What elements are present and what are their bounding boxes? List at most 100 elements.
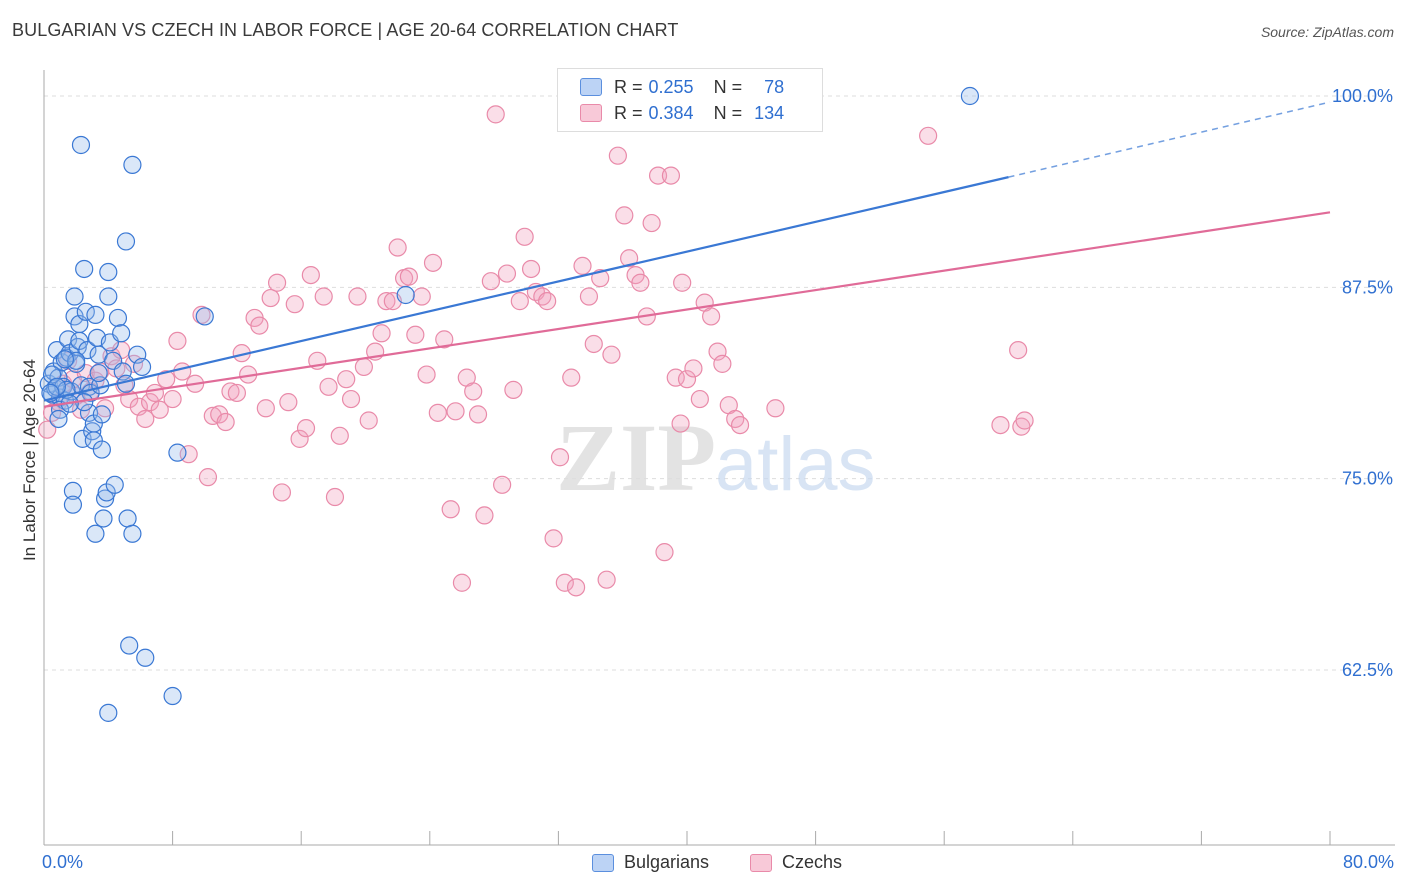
bulgarian-point <box>99 287 118 306</box>
czech-point <box>661 166 681 185</box>
czech-point <box>620 249 639 268</box>
czech-point <box>991 415 1010 435</box>
czech-point <box>38 420 57 439</box>
bulgarian-point <box>99 262 118 282</box>
czech-point <box>690 389 709 409</box>
czech-point <box>631 273 650 292</box>
bulgarian-point <box>99 703 118 722</box>
czech-point <box>481 272 500 291</box>
legend-label-bulgarians: Bulgarians <box>624 852 710 872</box>
czech-point <box>671 414 690 433</box>
czech-point <box>521 259 541 279</box>
czech-point <box>584 334 603 354</box>
czech-point <box>597 570 616 589</box>
y-tick-label: 75.0% <box>1342 469 1393 489</box>
y-tick-label: 62.5% <box>1342 660 1393 680</box>
bulgarian-point <box>168 443 187 462</box>
czech-point <box>377 292 396 311</box>
bulgarian-point <box>396 285 415 305</box>
bulgarian-point <box>78 340 97 360</box>
czech-point <box>168 331 187 351</box>
czech-point <box>648 166 668 185</box>
czech-point <box>673 273 692 292</box>
czech-point <box>423 253 443 272</box>
bulgarian-point <box>108 308 128 328</box>
bulgarians-legend-swatch <box>592 853 614 872</box>
source-label: Source: ZipAtlas.com <box>1260 24 1394 40</box>
bulgarian-point <box>89 363 108 383</box>
r-value: 0.255 <box>648 76 694 97</box>
czech-point <box>730 415 750 435</box>
czech-point <box>486 105 505 124</box>
czech-point <box>348 287 367 306</box>
czech-point <box>550 448 570 467</box>
czech-point <box>684 359 703 378</box>
czechs-trend-line <box>43 211 1331 408</box>
czech-point <box>354 357 373 377</box>
watermark-zip: ZIP <box>556 404 716 511</box>
axes <box>43 70 1395 846</box>
czech-point <box>319 377 338 396</box>
czech-point <box>337 370 356 389</box>
czech-point <box>136 409 155 429</box>
czech-point <box>591 269 610 288</box>
czech-point <box>452 573 472 592</box>
legend-item-bulgarians: Bulgarians <box>592 852 709 873</box>
legend-label-czechs: Czechs <box>782 852 843 872</box>
czech-point <box>388 238 407 257</box>
bulgarian-point <box>112 324 131 343</box>
bulgarian-point <box>195 307 214 326</box>
czech-point <box>464 382 483 401</box>
bulgarian-point <box>49 409 68 429</box>
czech-point <box>417 365 436 384</box>
czech-point <box>497 264 517 283</box>
series-legend: Bulgarians Czechs <box>0 852 1406 878</box>
czech-point <box>406 325 425 344</box>
bulgarian-point <box>120 636 139 655</box>
czech-point <box>341 389 361 409</box>
r-label: R = <box>614 102 643 123</box>
czech-point <box>642 213 661 233</box>
n-label: N = <box>713 76 743 97</box>
y-tick-labels: 62.5% 75.0% 87.5% 100.0% <box>1332 86 1393 680</box>
czech-point <box>602 345 621 364</box>
legend-item-czechs: Czechs <box>750 852 842 873</box>
czech-point <box>428 403 447 422</box>
n-value: 134 <box>754 102 785 123</box>
czech-point <box>555 573 574 592</box>
czech-point <box>256 399 275 418</box>
czech-point <box>145 383 165 403</box>
trend-lines <box>43 101 1331 408</box>
czech-point <box>250 316 269 335</box>
bulgarian-point <box>95 489 115 508</box>
czech-point <box>372 324 391 343</box>
czech-point <box>330 426 349 445</box>
czech-point <box>216 412 235 432</box>
czech-point <box>272 483 292 502</box>
czech-point <box>267 273 287 292</box>
czech-point <box>615 206 634 225</box>
czechs-legend-swatch <box>750 853 772 872</box>
r-label: R = <box>614 76 643 97</box>
bulgarian-point <box>65 287 84 306</box>
czech-point <box>713 354 732 373</box>
bulgarian-point <box>118 509 137 528</box>
n-value: 78 <box>764 76 785 97</box>
czech-point <box>227 383 246 403</box>
n-label: N = <box>713 102 743 123</box>
x-tick-label-max: 80.0% <box>1342 852 1394 872</box>
czech-point <box>677 370 697 389</box>
czech-point <box>766 399 785 418</box>
czech-point <box>562 368 581 387</box>
czech-point <box>655 543 674 562</box>
czech-point <box>510 292 529 311</box>
czech-point <box>441 500 460 519</box>
bulgarian-point <box>75 259 94 279</box>
czech-point <box>515 227 534 246</box>
bulgarian-point <box>63 495 83 514</box>
czech-point <box>504 380 523 399</box>
czech-point <box>566 578 586 597</box>
czechs-swatch <box>580 104 602 122</box>
bulgarians-swatch <box>580 78 602 96</box>
watermark: ZIP atlas <box>556 404 876 511</box>
